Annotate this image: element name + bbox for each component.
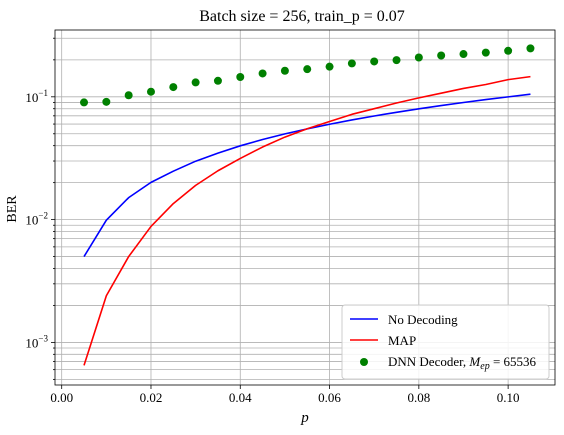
scatter-point [370,57,379,66]
scatter-point [347,59,356,68]
legend: No Decoding MAP DNN Decoder, Mep = 65536 [341,304,550,380]
y-tick-base: 10 [25,213,38,228]
scatter-point [504,46,513,55]
scatter-point [102,97,111,106]
series-line-1 [83,75,531,366]
y-tick-base: 10 [25,335,38,350]
scatter-point [280,66,289,75]
y-tick-label: 10−3 [25,333,48,350]
chart-title: Batch size = 256, train_p = 0.07 [199,8,405,25]
legend-label: No Decoding [388,312,458,327]
legend-swatch-marker [360,358,368,366]
scatter-point [459,50,468,59]
y-axis-label: BER [5,195,20,223]
scatter-point [169,83,178,92]
x-tick-label: 0.02 [140,390,163,405]
x-tick-label: 0.04 [229,390,252,405]
series-layer [80,44,535,366]
x-axis-label: p [300,410,309,426]
x-tick-label: 0.08 [407,390,430,405]
legend-label-math: M [468,354,481,369]
y-tick-exponent: −2 [38,211,48,221]
y-tick-exponent: −3 [38,333,48,343]
scatter-point [526,44,535,53]
scatter-point [303,65,312,74]
x-tick-label: 0.10 [497,390,520,405]
scatter-point [392,56,401,65]
legend-box [341,304,550,380]
scatter-point [437,51,446,60]
scatter-point [213,76,222,85]
legend-label-prefix: DNN Decoder, [388,354,469,369]
y-tick-label: 10−1 [25,88,48,105]
scatter-point [146,87,155,96]
scatter-point [236,72,245,81]
x-tick-label: 0.00 [50,390,73,405]
scatter-point [414,53,423,62]
scatter-point [124,91,133,100]
legend-label: MAP [388,333,416,348]
scatter-point [80,98,89,107]
y-tick-exponent: −1 [38,88,48,98]
scatter-point [481,48,490,57]
y-tick-label: 10−2 [25,211,48,228]
scatter-point [258,69,267,78]
scatter-point [191,78,200,87]
legend-label: DNN Decoder, Mep = 65536 [388,354,537,372]
y-tick-base: 10 [25,90,38,105]
legend-label-equals: = 65536 [490,354,537,369]
scatter-point [325,62,334,71]
legend-label-subscript: ep [480,361,489,372]
x-tick-label: 0.06 [318,390,341,405]
plot-frame [54,29,556,386]
